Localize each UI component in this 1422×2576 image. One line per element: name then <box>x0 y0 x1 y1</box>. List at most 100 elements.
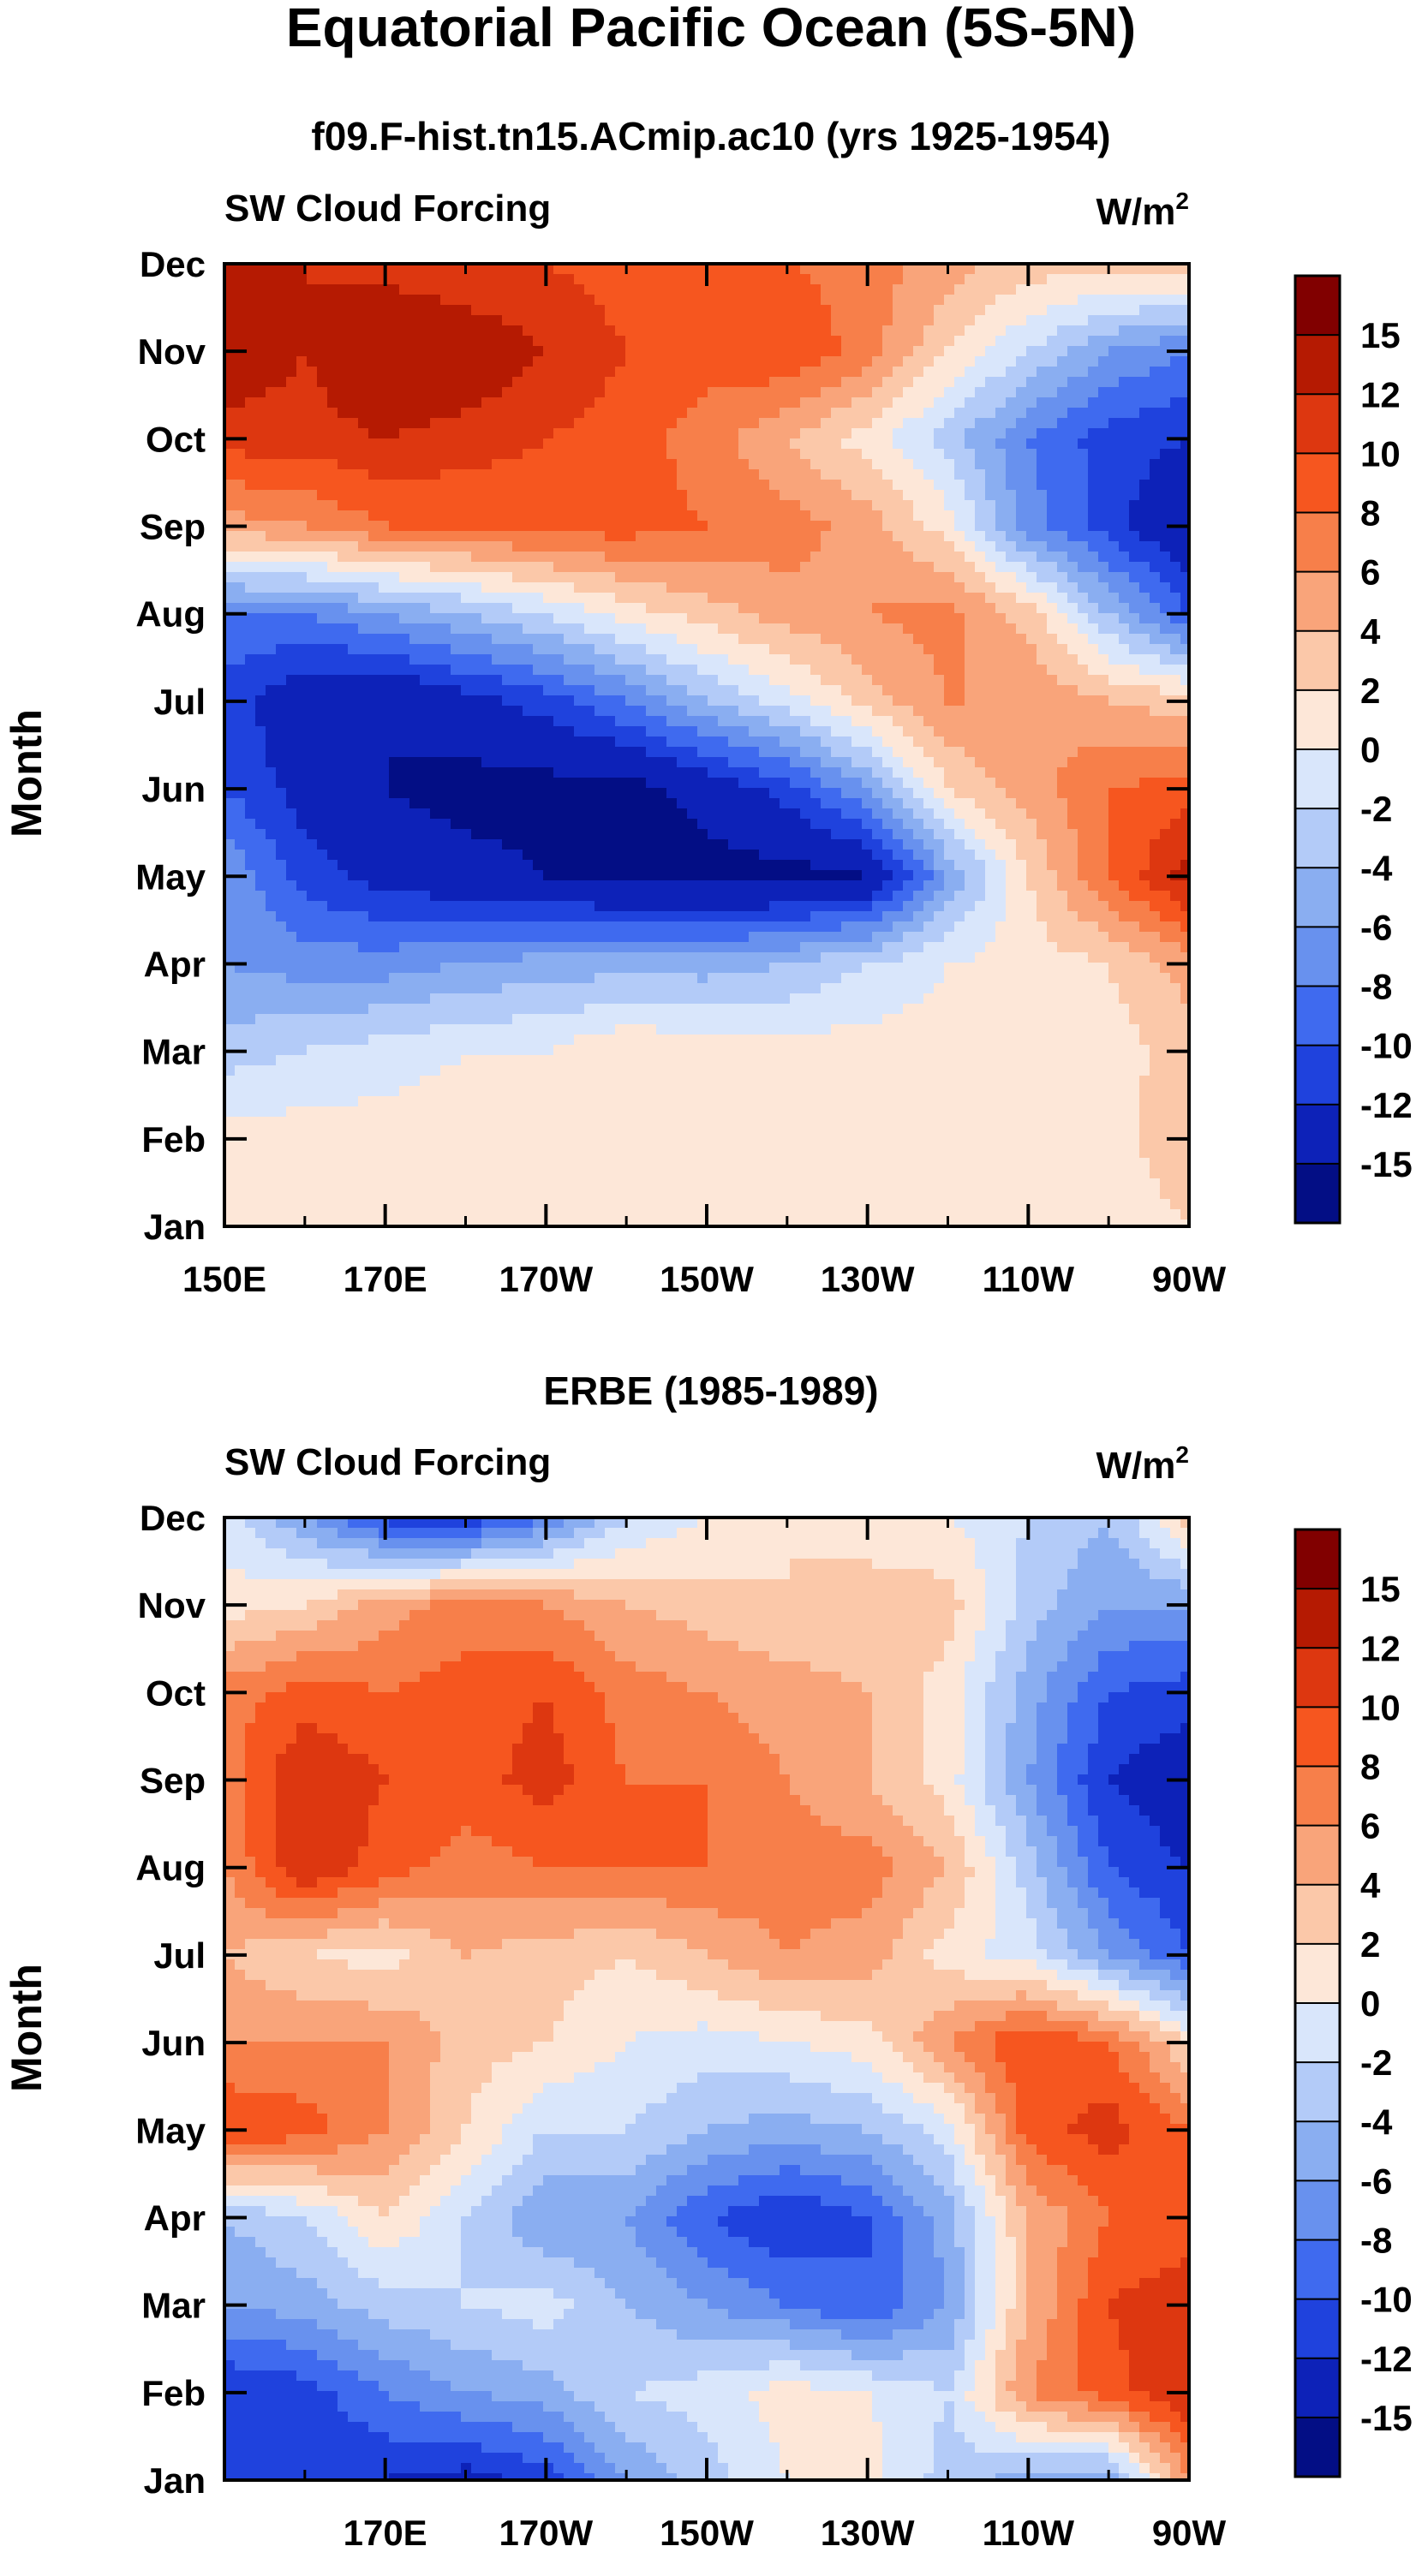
contour-cell <box>348 562 359 573</box>
contour-cell <box>338 480 349 491</box>
contour-cell <box>800 377 811 388</box>
contour-cell <box>851 531 863 542</box>
contour-cell <box>605 274 616 285</box>
contour-cell <box>934 562 945 573</box>
contour-cell <box>831 654 842 665</box>
contour-cell <box>872 593 883 604</box>
contour-cell <box>502 788 513 799</box>
contour-cell <box>697 408 708 419</box>
contour-cell <box>790 346 801 357</box>
contour-cell <box>296 757 308 768</box>
contour-cell <box>543 428 554 439</box>
contour-cell <box>1139 613 1150 624</box>
contour-cell <box>420 603 431 614</box>
contour-cell <box>1057 747 1068 758</box>
contour-cell <box>553 510 565 522</box>
contour-cell <box>430 541 441 552</box>
contour-cell <box>543 449 554 460</box>
contour-cell <box>451 449 462 460</box>
contour-cell <box>1067 521 1078 532</box>
contour-cell <box>1098 500 1109 511</box>
contour-cell <box>872 644 883 655</box>
contour-cell <box>564 408 575 419</box>
contour-cell <box>307 541 318 552</box>
contour-cell <box>944 305 955 316</box>
contour-cell <box>553 675 565 686</box>
contour-cell <box>677 480 688 491</box>
contour-cell <box>1129 582 1140 593</box>
contour-cell <box>1160 356 1171 367</box>
contour-cell <box>502 716 513 727</box>
contour-cell <box>553 562 565 573</box>
contour-cell <box>1170 295 1181 306</box>
contour-cell <box>224 295 236 306</box>
contour-cell <box>790 695 801 707</box>
contour-cell <box>492 500 503 511</box>
contour-cell <box>728 747 739 758</box>
contour-cell <box>1078 767 1089 778</box>
contour-cell <box>1108 428 1120 439</box>
contour-cell <box>975 623 986 635</box>
contour-cell <box>368 480 379 491</box>
contour-cell <box>1108 459 1120 470</box>
contour-cell <box>564 736 575 748</box>
contour-cell <box>975 295 986 306</box>
contour-cell <box>430 788 441 799</box>
contour-cell <box>605 377 616 388</box>
contour-cell <box>245 510 256 522</box>
contour-cell <box>851 706 863 717</box>
contour-cell <box>1170 767 1181 778</box>
contour-cell <box>564 418 575 429</box>
contour-cell <box>1057 438 1068 450</box>
contour-cell <box>389 367 400 378</box>
contour-cell <box>1129 428 1140 439</box>
contour-cell <box>636 500 647 511</box>
contour-cell <box>851 603 863 614</box>
contour-cell <box>543 726 554 737</box>
contour-cell <box>266 418 277 429</box>
contour-cell <box>1150 274 1161 285</box>
contour-cell <box>1139 264 1150 275</box>
contour-cell <box>409 685 421 696</box>
contour-cell <box>245 367 256 378</box>
contour-cell <box>358 284 369 295</box>
contour-cell <box>1098 295 1109 306</box>
contour-cell <box>307 490 318 501</box>
contour-cell <box>831 367 842 378</box>
contour-cell <box>636 613 647 624</box>
contour-cell <box>1150 305 1161 316</box>
contour-cell <box>646 644 657 655</box>
contour-cell <box>564 531 575 542</box>
contour-cell <box>543 798 554 809</box>
contour-cell <box>995 736 1007 748</box>
contour-cell <box>697 367 708 378</box>
contour-cell <box>1139 541 1150 552</box>
contour-cell <box>995 295 1007 306</box>
contour-cell <box>646 665 657 676</box>
contour-cell <box>235 603 246 614</box>
contour-cell <box>594 480 606 491</box>
contour-cell <box>749 675 760 686</box>
contour-cell <box>1037 274 1048 285</box>
contour-cell <box>245 706 256 717</box>
contour-cell <box>708 459 719 470</box>
contour-cell <box>841 521 852 532</box>
contour-cell <box>605 490 616 501</box>
contour-cell <box>687 593 698 604</box>
contour-cell <box>461 634 472 645</box>
contour-cell <box>831 593 842 604</box>
contour-cell <box>594 582 606 593</box>
contour-cell <box>975 346 986 357</box>
contour-cell <box>389 695 400 707</box>
contour-cell <box>749 798 760 809</box>
contour-cell <box>348 603 359 614</box>
contour-cell <box>1180 418 1190 429</box>
contour-cell <box>481 377 493 388</box>
contour-cell <box>1170 305 1181 316</box>
contour-cell <box>728 582 739 593</box>
contour-cell <box>348 531 359 542</box>
contour-cell <box>913 356 924 367</box>
contour-cell <box>1078 541 1089 552</box>
contour-cell <box>738 325 750 337</box>
contour-cell <box>903 552 914 563</box>
